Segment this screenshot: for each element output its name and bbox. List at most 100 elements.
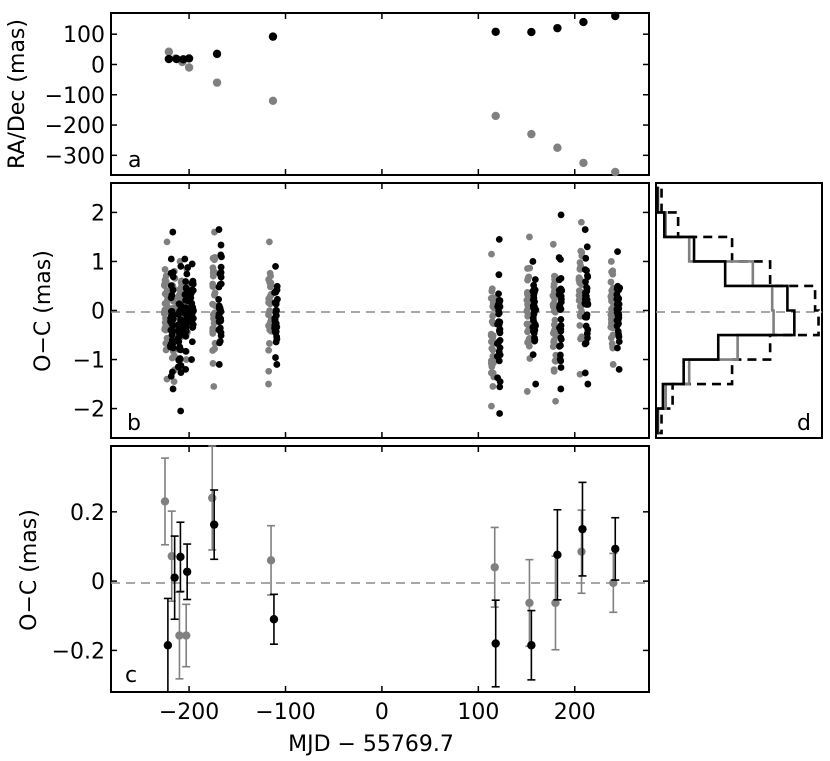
y-tick-label: 0.2	[70, 501, 105, 526]
panel-b-letter: b	[127, 411, 141, 436]
data-point	[489, 369, 497, 377]
panel-c-letter: c	[125, 663, 137, 688]
data-point	[265, 276, 273, 283]
data-point	[188, 338, 196, 346]
panel-c-ylabel: O−C (mas)	[17, 509, 42, 631]
data-point	[577, 547, 586, 556]
data-point	[188, 356, 195, 363]
data-point	[184, 54, 194, 63]
panel-a-points	[164, 11, 620, 177]
data-point	[531, 276, 539, 283]
data-point	[265, 346, 273, 354]
y-tick-label: −2	[73, 398, 105, 423]
data-point	[212, 49, 222, 59]
data-point	[557, 298, 565, 306]
data-point	[551, 598, 560, 608]
data-point	[531, 334, 538, 342]
data-point	[557, 292, 565, 300]
data-point	[553, 23, 562, 33]
data-point	[526, 264, 534, 272]
data-point	[526, 233, 533, 241]
data-point	[208, 493, 217, 503]
data-point	[615, 338, 623, 346]
panel-c-ticks	[111, 446, 649, 692]
data-point	[495, 271, 503, 279]
data-point	[162, 326, 170, 334]
data-point	[496, 329, 504, 337]
data-point	[265, 238, 273, 246]
data-point	[188, 300, 195, 307]
data-point	[269, 615, 279, 624]
data-point	[217, 329, 225, 337]
data-point	[183, 270, 191, 278]
data-point	[614, 282, 622, 290]
data-point	[161, 300, 169, 307]
data-point	[578, 249, 586, 256]
data-point	[209, 360, 217, 367]
data-point	[216, 337, 224, 345]
panel-a-ylabel: RA/Dec (mas)	[5, 19, 30, 169]
data-point	[272, 306, 280, 314]
data-point	[182, 567, 192, 576]
data-point	[268, 32, 278, 41]
data-point	[553, 550, 562, 559]
data-point	[217, 308, 225, 316]
data-point	[550, 336, 558, 344]
data-point	[530, 305, 538, 313]
data-point	[614, 302, 622, 310]
data-point	[556, 355, 564, 363]
data-point	[553, 143, 562, 152]
data-point	[557, 274, 565, 282]
data-point	[549, 240, 557, 248]
data-point	[169, 368, 176, 376]
data-point	[167, 282, 175, 290]
data-point	[557, 285, 565, 293]
data-point	[524, 312, 532, 320]
data-point	[488, 287, 496, 295]
y-tick-label: 0	[91, 53, 105, 78]
data-point	[550, 280, 558, 288]
data-point	[576, 322, 584, 329]
data-point	[611, 167, 620, 177]
data-point	[167, 318, 174, 325]
data-point	[161, 319, 169, 327]
data-point	[525, 598, 534, 608]
data-point	[265, 380, 272, 388]
data-point	[557, 315, 565, 323]
data-point	[489, 383, 497, 390]
data-point	[583, 267, 590, 274]
data-point	[489, 312, 497, 320]
data-point	[557, 385, 565, 393]
data-point	[488, 318, 496, 326]
data-point	[487, 294, 495, 302]
data-point	[584, 272, 591, 280]
data-point	[215, 296, 223, 303]
data-point	[607, 278, 615, 286]
data-point	[169, 338, 176, 346]
data-point	[529, 258, 537, 265]
x-tick-label: −200	[159, 700, 219, 725]
data-point	[523, 388, 531, 395]
data-point	[265, 322, 272, 330]
data-point	[607, 315, 615, 323]
data-point	[584, 380, 592, 388]
panel-c-points	[160, 445, 620, 693]
data-point	[272, 299, 280, 306]
data-point	[215, 361, 223, 368]
data-point	[188, 313, 196, 321]
x-tick-label: −100	[255, 700, 315, 725]
data-point	[490, 563, 499, 572]
data-point	[551, 357, 559, 365]
data-point	[266, 283, 274, 291]
data-point	[175, 631, 184, 640]
data-point	[273, 361, 281, 368]
data-point	[577, 218, 585, 226]
data-point	[265, 340, 273, 347]
data-point	[496, 383, 504, 391]
data-point	[169, 228, 177, 236]
data-point	[609, 361, 617, 368]
data-point	[176, 286, 184, 293]
data-point	[184, 63, 194, 72]
data-point	[189, 321, 197, 329]
data-point	[550, 366, 558, 374]
